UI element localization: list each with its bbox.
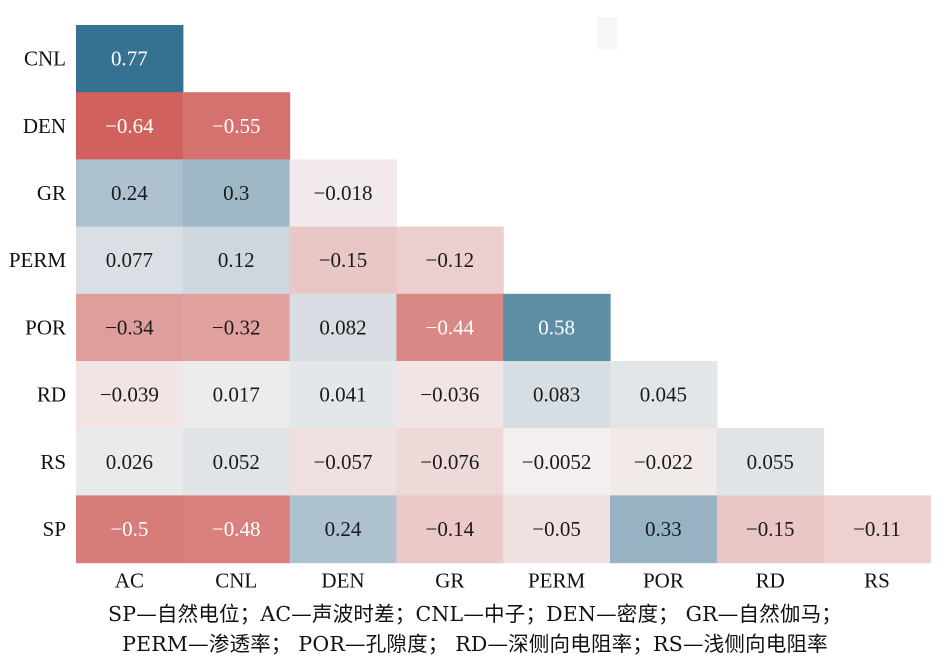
heatmap-cell-sp-cnl — [182, 495, 291, 564]
column-label-ac: AC — [115, 569, 144, 593]
row-label-perm: PERM — [9, 248, 67, 272]
cell-value-label: 0.77 — [111, 47, 148, 71]
cell-value-label: 0.12 — [218, 248, 255, 272]
caption-line-1: SP—自然电位；AC—声波时差；CNL—中子；DEN—密度； GR—自然伽马； — [107, 602, 843, 626]
heatmap-cell-por-perm — [503, 293, 611, 362]
column-labels: AC CNL DEN GR PERM POR RD RS — [115, 569, 890, 593]
cell-value-label: 0.24 — [111, 181, 148, 205]
cell-value-label: −0.5 — [110, 517, 148, 541]
heatmap-cell-rd-gr — [396, 361, 504, 429]
cell-value-label: −0.05 — [532, 517, 581, 541]
correlation-heatmap: 0.77 −0.64 −0.55 0.24 0.3 −0.018 0.077 0.12 −0.1… — [8, 17, 931, 593]
heatmap-cell-por-cnl — [182, 293, 291, 362]
column-label-rd: RD — [756, 569, 785, 593]
cell-value-label: 0.017 — [213, 383, 260, 407]
cell-value-label: −0.14 — [426, 517, 475, 541]
heatmap-cell-gr-den — [289, 159, 397, 228]
row-label-den: DEN — [23, 114, 66, 138]
cell-value-label: −0.32 — [212, 315, 261, 339]
heatmap-cell-perm-cnl — [182, 226, 291, 295]
row-label-rd: RD — [37, 383, 66, 407]
cell-value-label: 0.33 — [645, 517, 682, 541]
row-labels: CNL DEN GR PERM POR RD RS SP — [9, 47, 67, 541]
cell-value-label: −0.12 — [426, 248, 475, 272]
heatmap-cell-gr-ac — [76, 159, 184, 228]
cell-value-label: −0.64 — [105, 114, 154, 138]
row-label-sp: SP — [43, 517, 66, 541]
heatmap-cell-rs-gr — [396, 428, 504, 496]
cell-value-label: −0.039 — [100, 383, 159, 407]
caption-line-2: PERM—渗透率； POR—孔隙度； RD—深侧向电阻率；RS—浅侧向电阻率 — [122, 632, 828, 656]
heatmap-cell-rd-por — [610, 361, 718, 429]
heatmap-cell-sp-rs — [823, 495, 931, 564]
heatmap-cell-rd-den — [289, 361, 397, 429]
cell-value-label: 0.055 — [747, 450, 794, 474]
heatmap-cell-sp-gr — [396, 495, 504, 564]
heatmap-cell-por-ac — [76, 293, 184, 362]
heatmap-cell-den-cnl — [182, 92, 291, 160]
heatmap-cell-rs-perm — [503, 428, 611, 496]
cell-value-label: −0.15 — [319, 248, 368, 272]
cell-value-label: −0.44 — [426, 315, 475, 339]
heatmap-cell-perm-gr — [396, 226, 504, 295]
cell-value-label: −0.34 — [105, 315, 154, 339]
heatmap-cell-gr-cnl — [182, 159, 291, 228]
heatmap-cell-rs-cnl — [182, 428, 291, 496]
column-label-cnl: CNL — [215, 569, 257, 593]
heatmap-cell-sp-ac — [76, 495, 184, 564]
cell-value-label: 0.052 — [213, 450, 260, 474]
cell-value-label: 0.082 — [319, 315, 366, 339]
column-label-gr: GR — [435, 569, 464, 593]
heatmap-cell-por-den — [289, 293, 397, 362]
row-label-por: POR — [25, 315, 66, 339]
cell-value-label: −0.11 — [853, 517, 901, 541]
heatmap-cells: 0.77 −0.64 −0.55 0.24 0.3 −0.018 0.077 0.12 −0.1… — [76, 25, 931, 564]
cell-value-label: 0.083 — [533, 383, 580, 407]
cell-value-label: −0.018 — [313, 181, 372, 205]
cell-value-label: 0.24 — [325, 517, 362, 541]
heatmap-cell-den-ac — [76, 92, 184, 160]
row-label-cnl: CNL — [24, 47, 66, 71]
heatmap-cell-rd-perm — [503, 361, 611, 429]
heatmap-cell-rd-ac — [76, 361, 184, 429]
heatmap-cell-cnl-ac — [76, 25, 184, 93]
heatmap-cell-rs-den — [289, 428, 397, 496]
heatmap-cell-sp-rd — [716, 495, 825, 564]
cell-value-label: 0.3 — [223, 181, 249, 205]
cell-value-label: −0.022 — [634, 450, 693, 474]
heatmap-cell-sp-perm — [503, 495, 611, 564]
cell-value-label: −0.15 — [746, 517, 795, 541]
cell-value-label: −0.076 — [420, 450, 479, 474]
column-label-rs: RS — [864, 569, 890, 593]
heatmap-cell-sp-den — [289, 495, 397, 564]
cell-value-label: −0.036 — [420, 383, 479, 407]
heatmap-cell-rs-ac — [76, 428, 184, 496]
cell-value-label: 0.026 — [106, 450, 153, 474]
cell-value-label: 0.045 — [640, 383, 687, 407]
heatmap-cell-rs-rd — [716, 428, 825, 496]
heatmap-cell-perm-ac — [76, 226, 184, 295]
cell-value-label: −0.057 — [313, 450, 372, 474]
heatmap-cell-sp-por — [610, 495, 718, 564]
row-label-gr: GR — [37, 181, 66, 205]
heatmap-cell-por-gr — [396, 293, 504, 362]
cell-value-label: 0.58 — [538, 315, 575, 339]
heatmap-cell-rs-por — [610, 428, 718, 496]
cell-value-label: −0.55 — [212, 114, 261, 138]
cell-value-label: −0.0052 — [522, 450, 592, 474]
column-label-por: POR — [643, 569, 684, 593]
heatmap-cell-rd-cnl — [182, 361, 291, 429]
column-label-den: DEN — [321, 569, 364, 593]
cell-value-label: −0.48 — [212, 517, 261, 541]
heatmap-cell-perm-den — [289, 226, 397, 295]
colorbar-stub — [597, 17, 617, 50]
cell-value-label: 0.077 — [106, 248, 153, 272]
row-label-rs: RS — [40, 450, 66, 474]
column-label-perm: PERM — [528, 569, 586, 593]
cell-value-label: 0.041 — [319, 383, 366, 407]
